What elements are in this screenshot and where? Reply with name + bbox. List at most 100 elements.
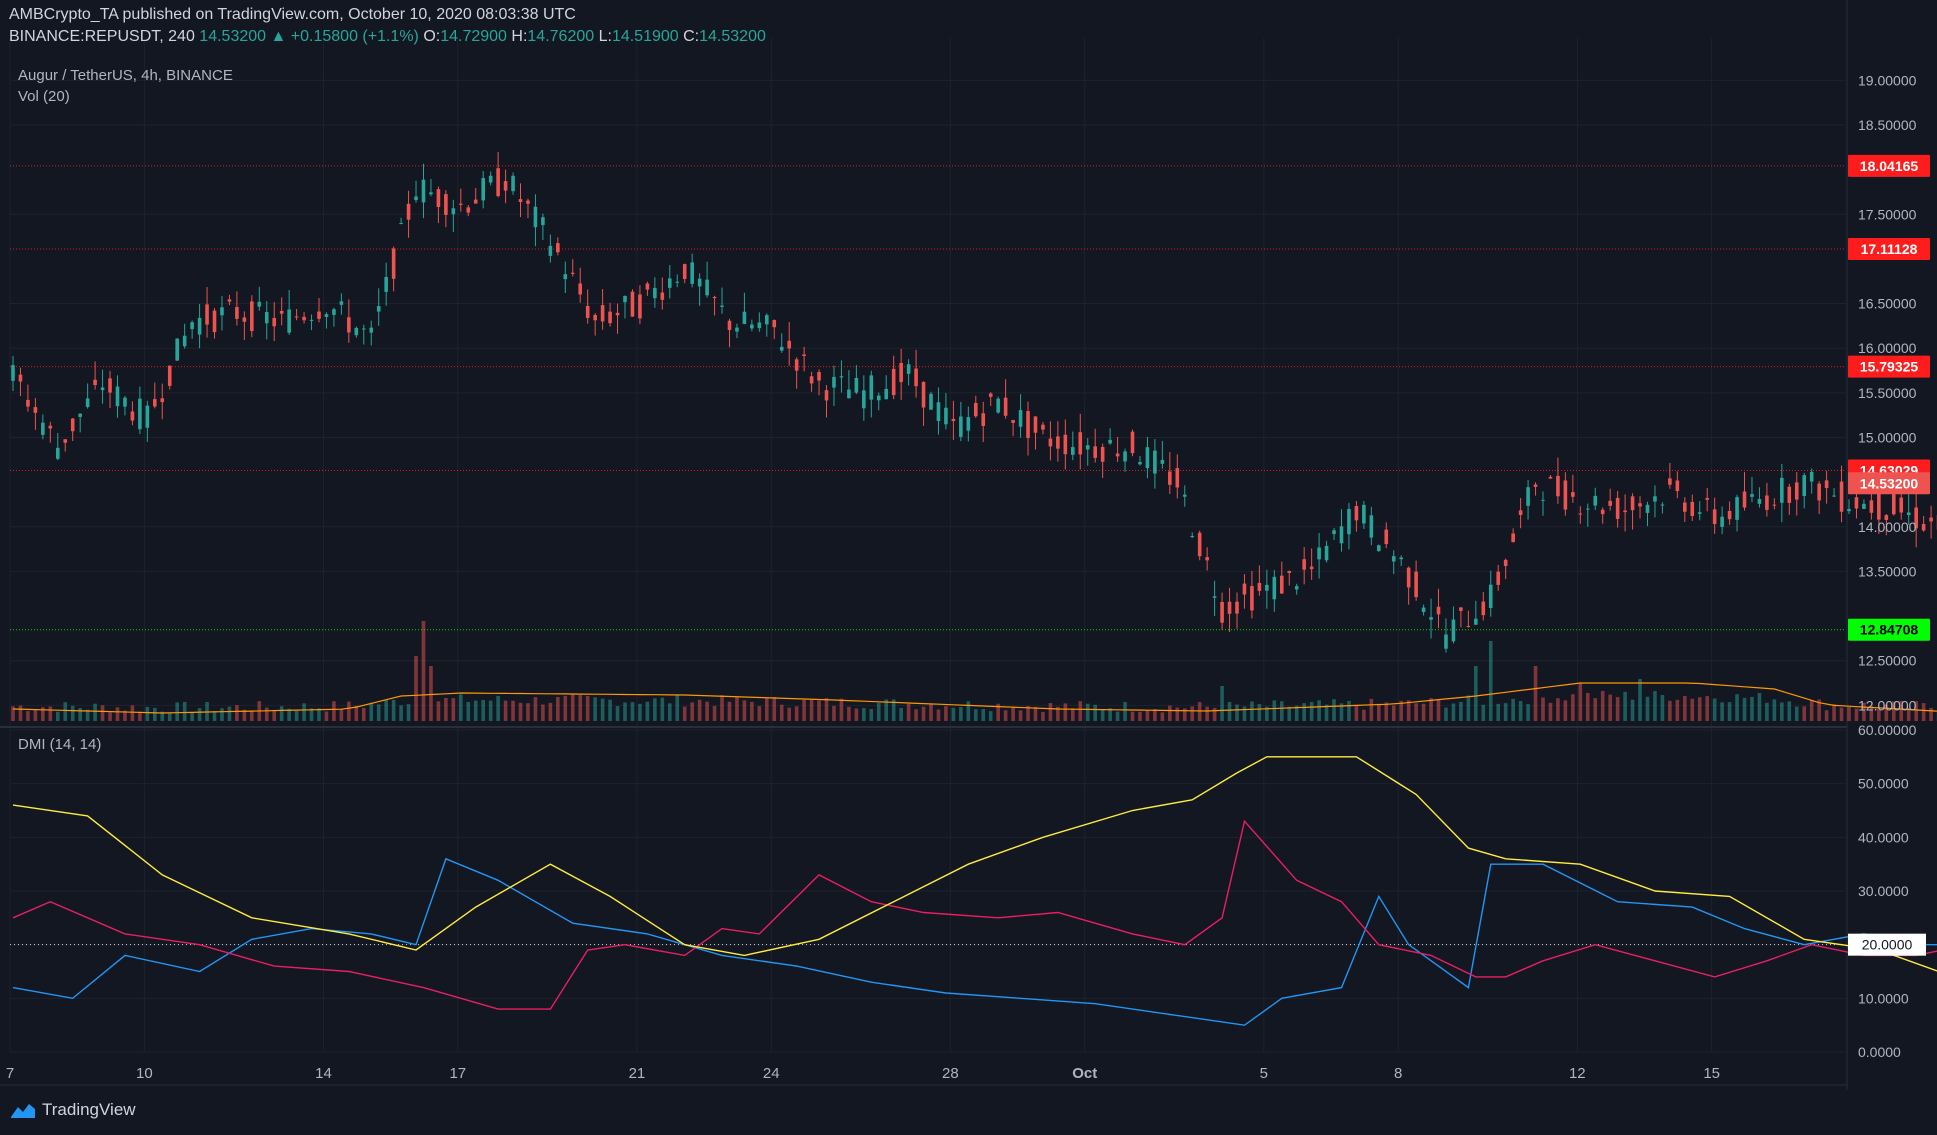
volume-bar [1377,703,1381,721]
volume-bar [959,707,963,721]
volume-bar [1832,704,1836,721]
candle-body [802,354,806,356]
volume-bar [1877,708,1881,721]
candle-body [1824,480,1829,489]
candle-body [1481,601,1486,616]
time-tick-label: Oct [1072,1065,1097,1082]
candle-body [1585,508,1590,510]
candle-body [1459,607,1463,611]
candle-body [1802,475,1807,496]
candle-body [324,314,329,317]
price-tick-label: 12.50000 [1858,653,1917,669]
volume-bar [1003,710,1008,721]
volume-bar [929,704,933,721]
candle-body [1145,447,1150,469]
volume-bar [794,706,799,721]
candle-body [1100,446,1105,462]
candle-body [1227,601,1232,614]
volume-bar [93,703,97,721]
volume-bar [638,703,642,721]
candle-body [264,312,269,324]
volume-bar [653,698,657,721]
high-label: H: [511,28,528,45]
candle-body [1488,584,1493,608]
dmi-legend[interactable]: DMI (14, 14) [18,736,102,753]
candle-body [361,328,366,330]
candle-body [541,217,545,226]
volume-bar [1414,703,1418,721]
volume-bar [1444,707,1448,721]
candle-body [339,301,344,305]
volume-bar [988,711,993,721]
candle-body [309,319,314,321]
candle-body [1884,515,1889,520]
candle-body [1287,571,1292,573]
volume-bar [1078,701,1083,721]
price-change: +0.15800 (+1.1%) [290,28,419,45]
candle-body [466,207,471,213]
volume-bar [18,705,23,721]
candle-body [1645,504,1650,513]
volume-bar [339,709,344,721]
tradingview-brand[interactable]: TradingView [10,1100,136,1120]
volume-bar [429,666,433,721]
candle-body [1690,501,1695,516]
volume-bar [765,698,769,721]
candle-body [944,407,948,425]
low-label: L: [598,28,612,45]
candle-body [459,203,463,205]
candle-body [1593,495,1598,506]
candle-body [951,418,956,422]
candle-body [11,365,15,381]
volume-bar [1391,705,1396,721]
candle-body [115,386,120,407]
candle-body [1869,500,1874,513]
candle-body [1347,508,1351,535]
publisher-line: AMBCrypto_TA published on TradingView.co… [9,6,576,23]
price-tick-label: 14.00000 [1858,519,1917,535]
series-title[interactable]: Augur / TetherUS, 4h, BINANCE [18,67,233,84]
price-tick-label: 12.00000 [1858,697,1917,713]
volume-bar [115,707,120,721]
volume-bar [272,710,277,721]
volume-bar [1906,707,1911,721]
candle-body [175,338,179,361]
volume-bar [1735,694,1739,721]
level-badge [1848,355,1930,378]
candle-body [1041,424,1045,430]
volume-legend[interactable]: Vol (20) [18,88,70,105]
volume-bar [63,702,68,721]
volume-bar [1332,699,1336,721]
candle-body [1421,607,1426,613]
volume-bar [600,698,605,721]
price-tick-label: 15.00000 [1858,429,1917,445]
triangle-up-icon: ▲ [270,28,287,45]
candle-body [1130,431,1135,454]
candle-body [294,316,299,318]
candle-body [1765,495,1769,510]
volume-bar [1033,706,1038,721]
volume-bar [1496,703,1501,721]
close-value: 14.53200 [699,28,766,45]
volume-bar [854,708,859,721]
candle-body [123,397,127,407]
volume-bar [212,711,217,721]
candle-body [667,278,672,288]
volume-bar [623,702,627,721]
volume-bar [1138,711,1142,721]
volume-bar [682,706,687,721]
volume-bar [160,711,165,721]
candle-body [1526,487,1530,506]
volume-bar [1406,700,1411,721]
volume-bar [1071,708,1075,721]
candle-body [235,307,239,319]
time-tick-label: 28 [942,1065,959,1082]
candles [11,152,1937,653]
candle-body [996,398,1000,413]
volume-bar [1593,698,1598,721]
candle-body [1406,567,1411,588]
candle-body [862,390,866,409]
candle-body [1563,480,1568,510]
volume-bar [1809,700,1814,721]
